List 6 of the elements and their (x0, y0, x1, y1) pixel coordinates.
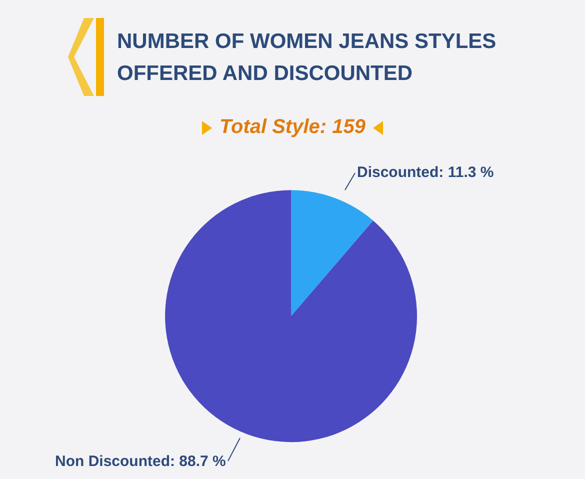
slice-label: Non Discounted: 88.7 % (55, 453, 226, 470)
chart-title: NUMBER OF WOMEN JEANS STYLES OFFERED AND DISCOUNTED (117, 29, 498, 87)
chart-subtitle: Total Style: 159 (220, 116, 366, 138)
slice-label: Discounted: 11.3 % (357, 164, 494, 181)
pie-slice (165, 190, 417, 442)
pie-slice (291, 190, 374, 316)
